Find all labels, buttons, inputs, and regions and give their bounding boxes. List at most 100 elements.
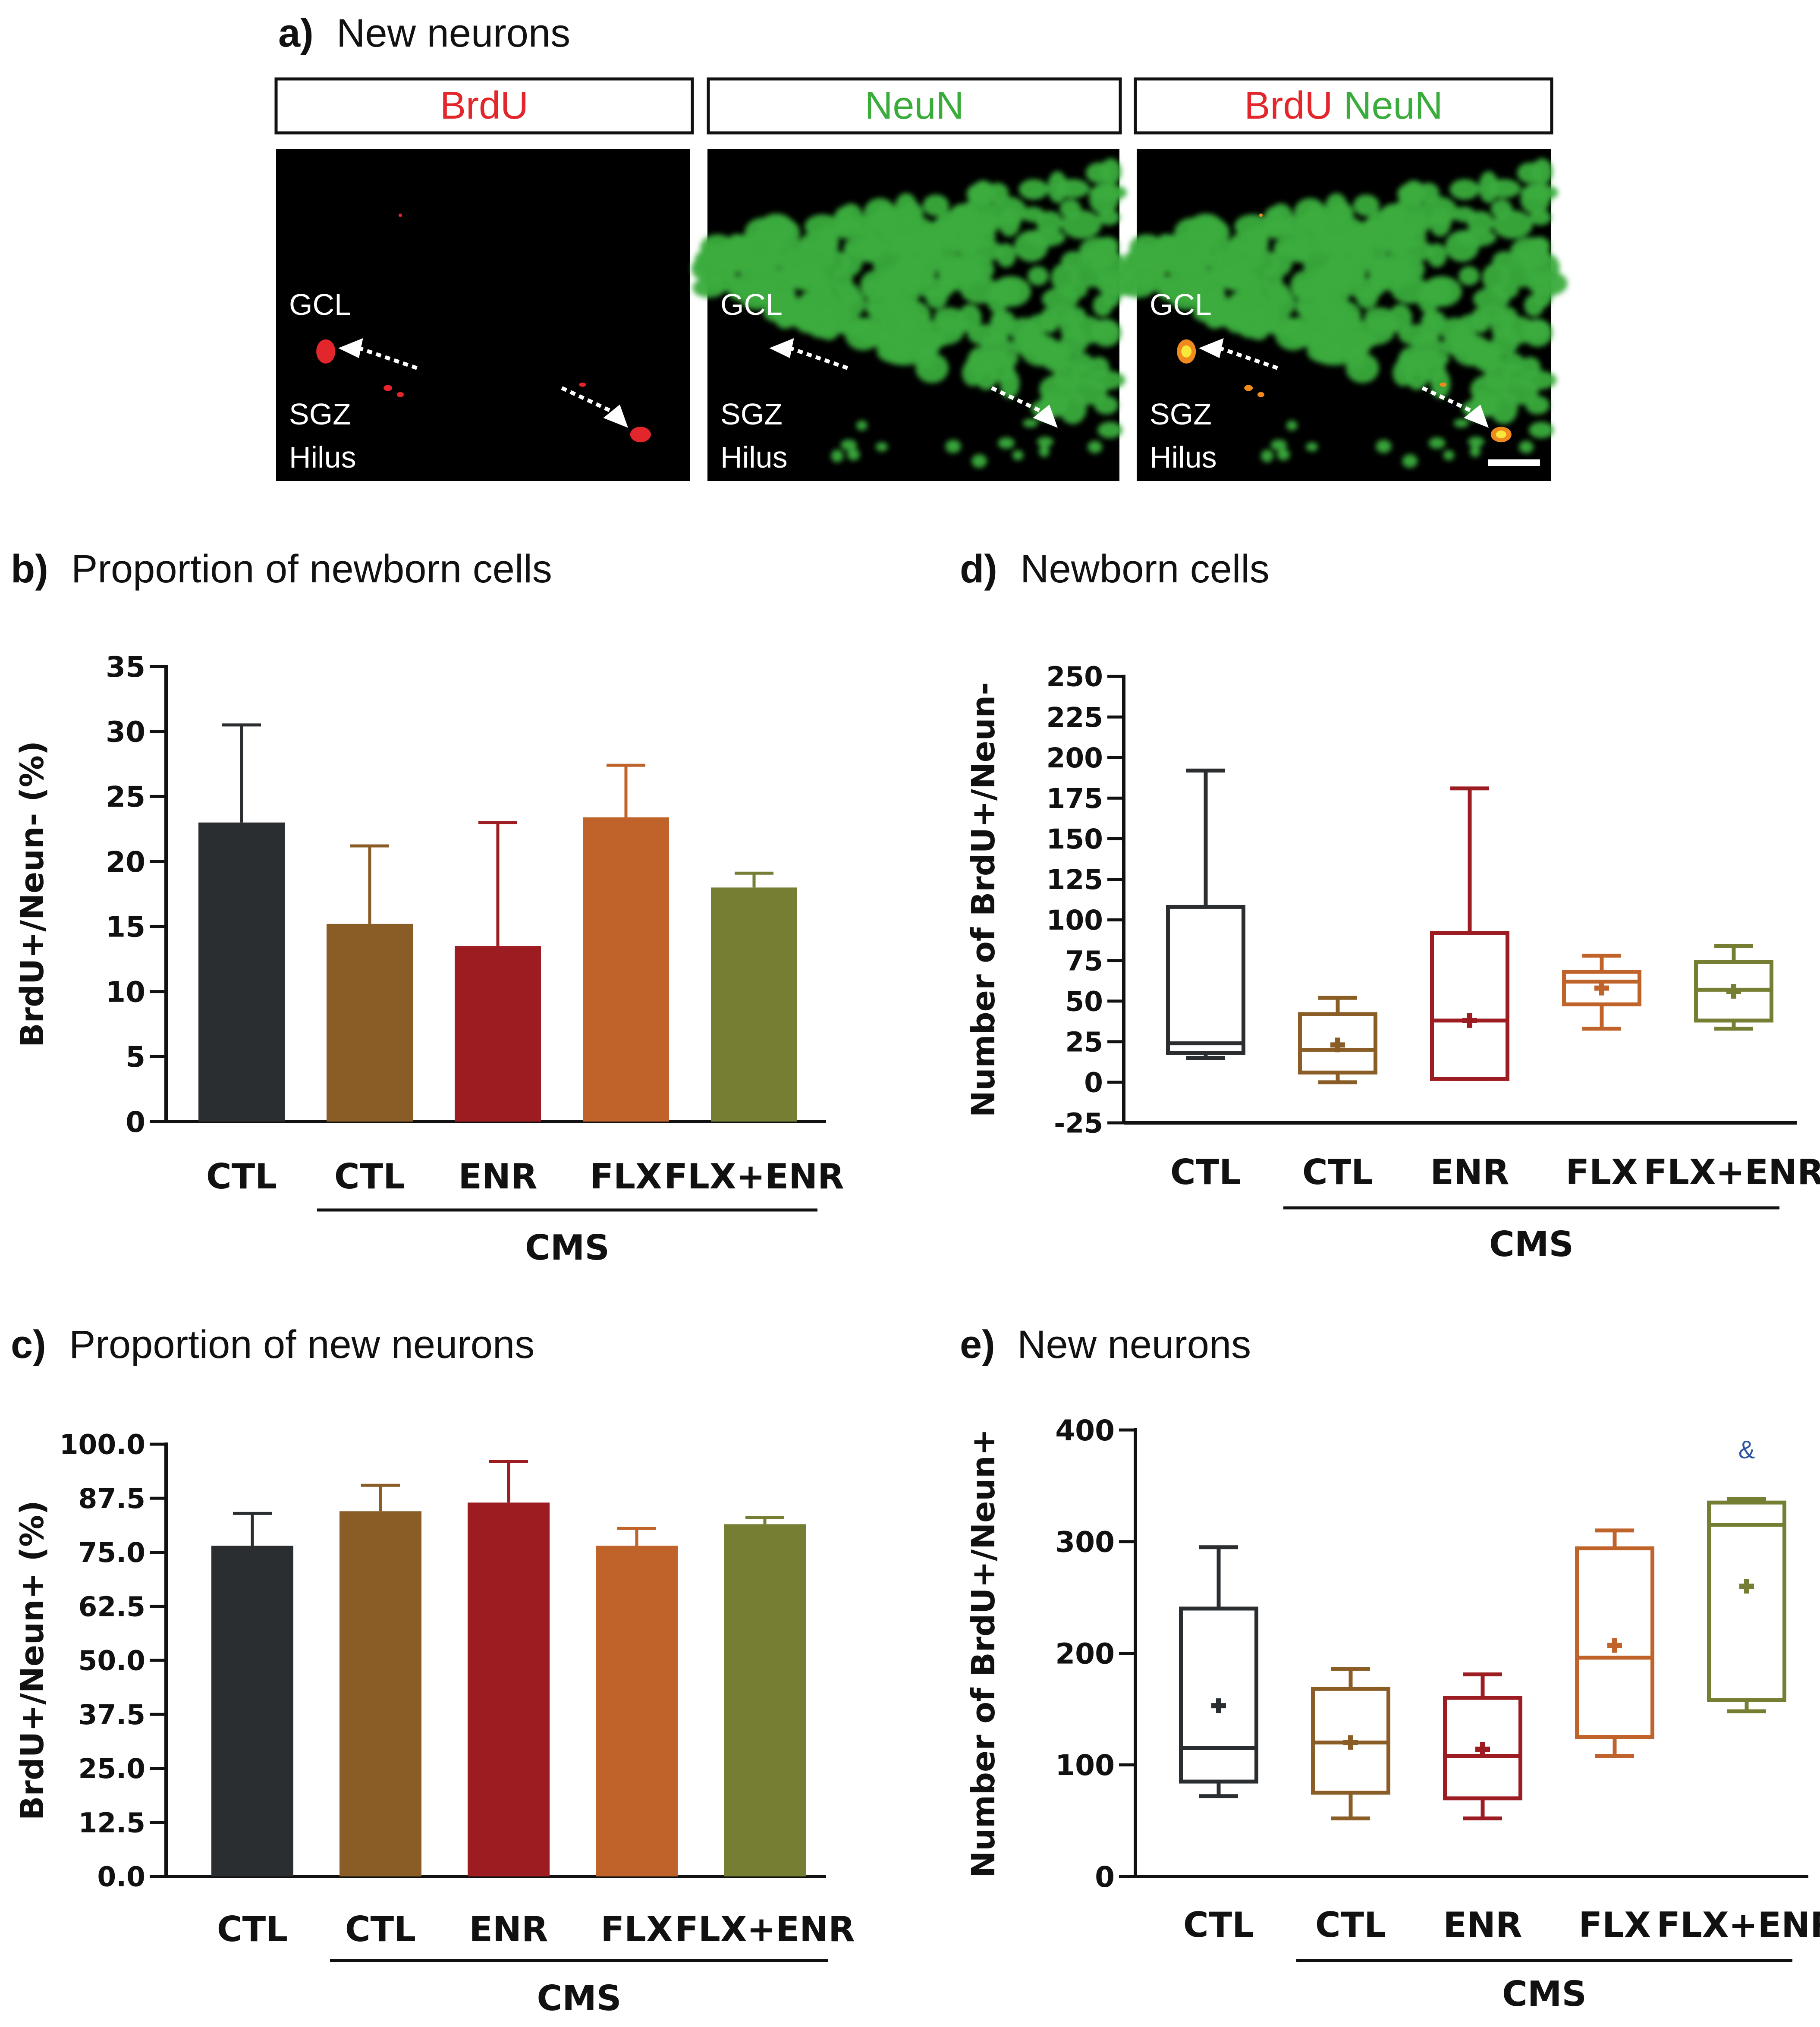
group-label: CMS [525,1228,610,1268]
y-tick-label: 225 [1046,702,1103,733]
y-tick-label: 35 [106,651,145,684]
y-tick-label: 250 [1046,661,1103,693]
y-tick-label: 25 [106,780,145,814]
brdu-cells [1177,214,1512,443]
y-tick-label: 30 [106,715,145,748]
mean-marker [1343,1735,1358,1750]
bar [724,1524,806,1876]
region-label: SGZ [289,397,351,431]
micrograph-panel: BrdU NeuN GCL SGZ Hilus [1120,77,1568,481]
y-tick-label: 62.5 [79,1591,145,1622]
panel-a-letter: a) [278,11,314,55]
chart-c: c) Proportion of new neurons 0.0 12.5 25.0 37… [11,1323,855,2018]
region-label: GCL [1150,288,1212,321]
y-tick-label: 15 [106,911,145,944]
y-tick-label: 10 [106,975,145,1009]
x-tick-label: ENR [1430,1152,1509,1192]
chart-b: b) Proportion of newborn cells 0 5 10 15 20 25 3… [11,547,844,1268]
micrograph-header-box [274,77,694,135]
y-tick-label: 400 [1055,1414,1115,1447]
micrograph-header-label: BrdU NeuN [1244,84,1443,127]
arrow-markers [769,338,1058,428]
x-tick-label: CTL [1170,1152,1241,1192]
mean-marker [1739,1579,1754,1594]
x-tick-label: FLX [600,1909,673,1949]
y-axis-label: Number of BrdU+/Neun+ [965,1429,1002,1877]
mean-marker [1726,984,1741,999]
micrograph-header-box [707,77,1122,135]
mean-marker [1594,981,1609,996]
box-plot [1430,786,1509,1081]
y-tick-label: 100 [1055,1749,1115,1782]
y-tick-label: 100 [1046,905,1103,936]
x-tick-label: CTL [217,1909,288,1949]
region-label: SGZ [1150,397,1212,431]
region-label: Hilus [1150,440,1217,474]
y-tick-label: 200 [1046,742,1103,774]
chart-letter: b) [11,547,48,591]
bar [198,822,285,1122]
panel-a-title: New neurons [336,11,570,55]
brdu-cells [316,214,651,443]
chart-d: d) Newborn cells -25 0 25 50 75 100 125 150 175 200… [960,547,1820,1264]
mean-marker [1607,1638,1622,1653]
y-tick-label: 25 [1065,1026,1103,1058]
y-tick-label: 75 [1065,945,1103,977]
y-axis-label: BrdU+/Neun+ (%) [14,1500,51,1820]
group-label: CMS [537,1978,622,2018]
y-tick-label: 50.0 [79,1645,145,1677]
x-tick-label: FLX [1565,1152,1638,1192]
arrow-markers [338,338,628,428]
chart-title: Proportion of new neurons [69,1323,534,1367]
scale-bar [1488,459,1540,466]
bar [327,924,413,1122]
x-tick-label: FLX+ENR [675,1909,855,1949]
box-plot [1707,1497,1786,1713]
bar [583,817,669,1122]
region-label: GCL [720,288,783,321]
x-tick-label: CTL [334,1156,405,1197]
box [1166,905,1245,1055]
panel-a-micrographs: a) New neurons BrdU GCL SGZ Hilus NeuN GCL SGZ… [274,11,1568,481]
x-tick-label: FLX [590,1156,662,1197]
y-tick-label: 175 [1046,783,1103,814]
x-tick-label: CTL [206,1156,277,1197]
box [1707,1500,1786,1702]
y-tick-label: 5 [126,1040,145,1074]
y-tick-label: 20 [106,845,145,879]
micrograph-image [276,149,690,481]
x-tick-label: FLX+ENR [1644,1152,1820,1192]
micrograph-row: BrdU GCL SGZ Hilus NeuN GCL SGZ Hilus BrdU NeuN G… [274,77,1568,481]
chart-title: New neurons [1017,1323,1251,1367]
chart-letter: e) [960,1323,995,1367]
y-tick-label: 0.0 [97,1861,145,1893]
x-tick-label: CTL [1302,1152,1373,1192]
mean-marker [1462,1013,1477,1028]
group-label: CMS [1502,1974,1587,2014]
group-label: CMS [1489,1224,1574,1264]
y-tick-label: -25 [1054,1108,1103,1139]
mean-marker [1330,1037,1345,1053]
region-label: SGZ [720,397,783,431]
neun-cell-layer [1120,158,1568,468]
chart-letter: c) [11,1323,46,1367]
box-plot [1575,1528,1654,1758]
y-tick-label: 0 [1084,1067,1103,1099]
bar [211,1546,293,1876]
region-label: Hilus [289,440,356,474]
box [1430,931,1509,1081]
bar [596,1546,678,1876]
y-axis-label: BrdU+/Neun- (%) [14,741,51,1047]
charts: b) Proportion of newborn cells 0 5 10 15 20 25 3… [11,547,1820,2018]
bar [455,946,541,1122]
y-tick-label: 25.0 [79,1753,145,1785]
mean-marker [1211,1698,1226,1713]
significance-annotation: & [1738,1436,1755,1464]
region-label: Hilus [720,440,788,474]
x-tick-label: CTL [345,1909,416,1949]
y-tick-label: 100.0 [60,1429,145,1461]
arrow-markers [1199,338,1489,428]
mean-marker [1475,1742,1490,1757]
region-label: GCL [289,288,351,321]
